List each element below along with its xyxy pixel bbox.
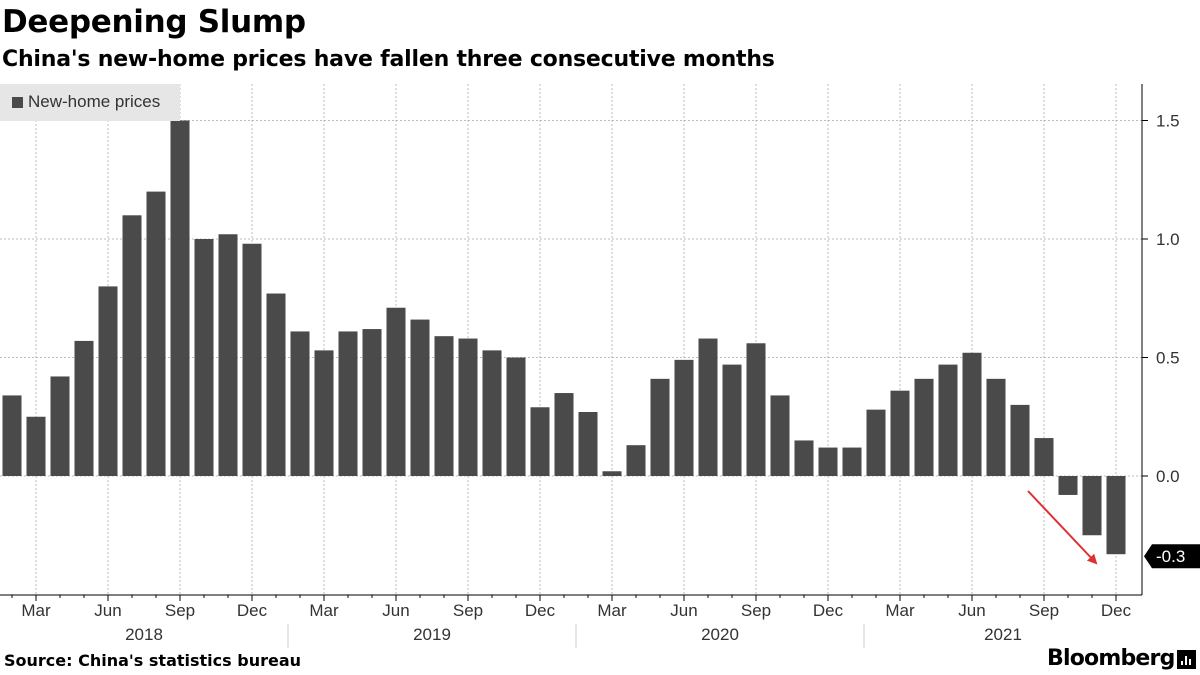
bar [1106,476,1126,555]
bar [890,390,910,476]
last-value-label: -0.3 [1156,547,1185,566]
x-tick-label: Sep [453,601,483,620]
bar [794,440,814,476]
bar [650,378,670,476]
x-tick-label: Mar [597,601,627,620]
x-tick-label: Sep [741,601,771,620]
year-label: 2020 [701,625,739,644]
bar [722,364,742,476]
bar [98,286,118,476]
bar [746,343,766,476]
year-label: 2021 [984,625,1022,644]
bar [170,120,190,476]
bar [338,331,358,476]
bar [530,407,550,476]
x-tick-label: Dec [525,601,556,620]
source-note: Source: China's statistics bureau [4,651,302,670]
y-tick-label: 1.0 [1156,230,1180,249]
y-tick-label: 0.5 [1156,349,1180,368]
bar [818,447,838,476]
x-tick-label: Dec [237,601,268,620]
y-tick-label: 0.0 [1156,467,1180,486]
x-tick-label: Mar [885,601,915,620]
x-tick-label: Mar [309,601,339,620]
bar [386,307,406,476]
bar [122,215,142,477]
chart-title: Deepening Slump [2,4,306,40]
bar [266,293,286,476]
y-tick-label: 1.5 [1156,112,1180,131]
x-tick-label: Sep [1029,601,1059,620]
x-tick-label: Dec [1101,601,1132,620]
legend-label: New-home prices [28,92,161,111]
bar [554,393,574,476]
bar [458,338,478,476]
x-tick-label: Dec [813,601,844,620]
brand-logo-text: Bloomberg [1047,646,1175,671]
bar [1058,476,1078,495]
bar [674,359,694,476]
bar [434,336,454,476]
bar [962,352,982,476]
legend [0,84,180,121]
bar [242,243,262,476]
bar [938,364,958,476]
bar [218,234,238,476]
bar [578,412,598,476]
last-value-flag [1144,544,1200,569]
bar [1034,438,1054,476]
bar [626,445,646,476]
x-tick-label: Jun [382,601,409,620]
bar [698,338,718,476]
year-label: 2018 [125,625,163,644]
x-tick-label: Jun [94,601,121,620]
bar [914,378,934,476]
bar [146,191,166,476]
x-tick-label: Mar [21,601,51,620]
legend-swatch [12,97,23,108]
bar [1010,404,1030,476]
bar [482,350,502,476]
x-tick-label: Jun [670,601,697,620]
bar [506,357,526,476]
bar [2,395,22,476]
bar [842,447,862,476]
year-label: 2019 [413,625,451,644]
bar [866,409,886,476]
x-tick-label: Jun [958,601,985,620]
bar [194,239,214,476]
bar [314,350,334,476]
bar [362,329,382,476]
bar [26,416,46,476]
bar [50,376,70,476]
bar [410,319,430,476]
bar [986,378,1006,476]
bar [770,395,790,476]
bar [1082,476,1102,536]
trend-arrow [1027,490,1098,565]
bar [74,340,94,476]
bloomberg-terminal-icon [1177,650,1196,669]
bar [602,471,622,476]
x-tick-label: Sep [165,601,195,620]
chart-subtitle: China's new-home prices have fallen thre… [2,47,775,72]
bar [290,331,310,476]
